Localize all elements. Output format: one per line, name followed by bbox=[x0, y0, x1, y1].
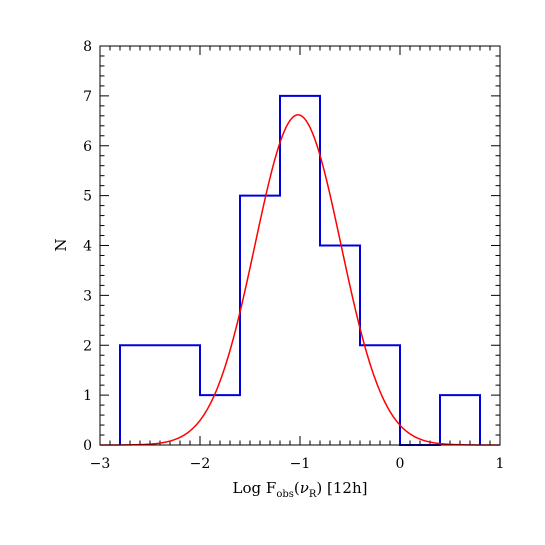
histogram-outline bbox=[119, 94, 481, 446]
x-tick-label: −1 bbox=[290, 456, 311, 472]
gaussian-fit-curve bbox=[100, 114, 500, 446]
x-tick-label: 0 bbox=[396, 456, 405, 472]
y-axis-title: N bbox=[52, 238, 70, 251]
x-axis-title-prefix: Log F bbox=[233, 479, 277, 497]
x-tick-labels: −3 −2 −1 0 1 bbox=[90, 456, 505, 472]
y-tick-label: 6 bbox=[83, 139, 92, 155]
x-axis-title-sub2: R bbox=[309, 489, 317, 500]
histogram-series bbox=[119, 94, 481, 446]
y-tick-labels: 0 1 2 3 4 5 6 7 8 bbox=[83, 39, 92, 454]
histogram-bin bbox=[120, 345, 200, 445]
histogram-bin bbox=[320, 246, 360, 446]
x-axis-title-sub1: obs bbox=[276, 489, 294, 500]
histogram-bin bbox=[280, 96, 320, 445]
x-tick-label: −3 bbox=[90, 456, 111, 472]
histogram-bin bbox=[240, 196, 280, 445]
gaussian-fit-series bbox=[100, 114, 500, 446]
x-axis-title-suffix: ) [12h] bbox=[316, 479, 367, 497]
plot-frame bbox=[99, 45, 501, 446]
histogram-bin bbox=[440, 395, 480, 445]
x-axis-title: Log Fobs(νR) [12h] bbox=[233, 479, 368, 500]
x-axis-title-nu: ν bbox=[300, 479, 309, 497]
y-tick-label: 7 bbox=[83, 89, 92, 105]
x-tick-label: 1 bbox=[496, 456, 505, 472]
y-tick-label: 1 bbox=[83, 388, 92, 404]
y-tick-label: 8 bbox=[83, 39, 92, 55]
y-tick-label: 2 bbox=[83, 338, 92, 354]
y-tick-label: 0 bbox=[83, 438, 92, 454]
x-tick-label: −2 bbox=[190, 456, 211, 472]
y-tick-label: 4 bbox=[83, 239, 92, 255]
histogram-bin bbox=[360, 345, 400, 445]
y-tick-label: 5 bbox=[83, 189, 92, 205]
histogram-bin bbox=[200, 395, 240, 445]
y-tick-label: 3 bbox=[83, 288, 92, 304]
x-axis-title-mid: ( bbox=[294, 479, 300, 497]
